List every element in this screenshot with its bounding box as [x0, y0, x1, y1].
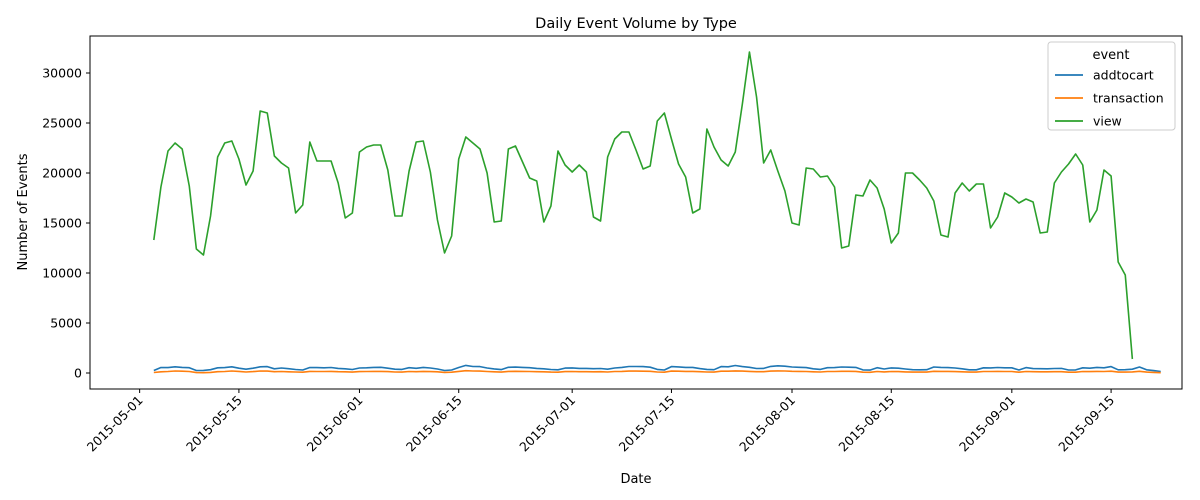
y-tick-label: 0 — [74, 366, 82, 381]
legend-label-addtocart: addtocart — [1093, 68, 1154, 83]
x-tick-label: 2015-06-15 — [403, 393, 465, 455]
legend-label-transaction: transaction — [1093, 91, 1164, 106]
y-tick-label: 20000 — [42, 166, 82, 181]
x-axis-label: Date — [620, 472, 651, 487]
series-line-view — [153, 51, 1134, 360]
series-line-addtocart — [153, 364, 1161, 373]
y-tick-label: 30000 — [42, 66, 82, 81]
series-layer — [153, 51, 1161, 374]
x-tick-label: 2015-07-15 — [616, 393, 678, 455]
x-tick-label: 2015-05-15 — [183, 393, 245, 455]
legend-items: addtocart transaction view — [1055, 68, 1164, 129]
x-tick-label: 2015-08-15 — [835, 393, 897, 455]
legend: event addtocart transaction view — [1047, 41, 1176, 131]
chart-title: Daily Event Volume by Type — [535, 16, 737, 32]
legend-title: event — [1092, 48, 1129, 63]
x-tick-label: 2015-07-01 — [516, 393, 578, 455]
plot-frame — [89, 35, 1183, 390]
x-axis-ticks: 2015-05-01 2015-05-15 2015-06-01 2015-06-15… — [84, 389, 1117, 454]
y-tick-label: 25000 — [42, 116, 82, 131]
y-tick-label: 10000 — [42, 266, 82, 281]
y-tick-label: 5000 — [50, 316, 82, 331]
x-tick-label: 2015-09-01 — [956, 393, 1018, 455]
legend-box — [1047, 41, 1176, 131]
series-line-transaction — [153, 369, 1161, 374]
y-axis-ticks: 0 5000 10000 15000 20000 25000 30000 — [42, 66, 90, 381]
y-tick-label: 15000 — [42, 216, 82, 231]
x-tick-label: 2015-06-01 — [304, 393, 366, 455]
x-tick-label: 2015-08-01 — [736, 393, 798, 455]
x-tick-label: 2015-09-15 — [1055, 393, 1117, 455]
y-axis-label: Number of Events — [16, 153, 31, 270]
legend-label-view: view — [1093, 114, 1122, 129]
x-tick-label: 2015-05-01 — [84, 393, 146, 455]
